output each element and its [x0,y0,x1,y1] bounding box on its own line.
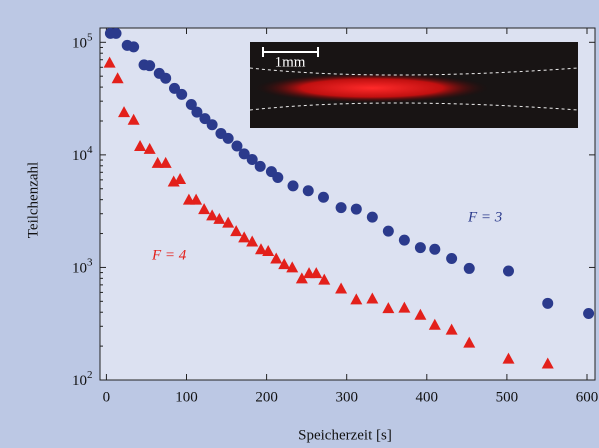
point [134,139,147,151]
y-tick-base: 10 [72,261,87,277]
point [222,132,234,144]
point [262,244,275,256]
point [231,140,243,152]
point [118,106,131,118]
y-axis-label: Teilchenzahl [25,162,41,238]
point [463,336,476,348]
point [583,307,595,319]
point [366,292,379,304]
point [103,56,116,68]
point [429,243,441,255]
point [318,273,331,285]
point [160,72,172,84]
x-tick-label: 500 [496,389,519,405]
point [317,191,329,203]
point [272,171,284,183]
point [238,231,251,243]
point [295,272,308,284]
inset-image: 1mm [249,42,579,128]
point [254,160,266,172]
x-tick-label: 400 [416,389,439,405]
y-tick-base: 10 [72,373,87,389]
y-tick-label: 103 [72,256,93,277]
x-tick-label: 0 [103,389,111,405]
point [398,234,410,246]
point [502,352,515,364]
y-tick-exponent: 2 [87,369,93,381]
point [199,113,211,125]
series-label: F = 3 [467,209,502,225]
y-tick-label: 102 [72,369,93,390]
point [335,202,347,214]
point [278,258,291,270]
point [110,27,122,39]
point [190,193,203,205]
point [398,301,411,313]
x-tick-label: 100 [175,389,198,405]
point [414,242,426,254]
point [310,267,323,279]
point [382,225,394,237]
point [174,173,187,185]
y-tick-exponent: 3 [87,256,93,268]
point [463,262,475,274]
point [144,60,156,72]
x-tick-label: 200 [255,389,278,405]
point [541,357,554,369]
series-label: F = 4 [151,247,187,263]
point [366,211,378,223]
point [127,113,140,125]
point [246,153,258,165]
point [159,156,172,168]
point [446,253,458,265]
point [287,180,299,192]
point [168,82,180,94]
point [185,99,197,111]
x-tick-label: 600 [576,389,599,405]
point [222,216,235,228]
point [382,302,395,314]
y-tick-base: 10 [72,36,87,52]
point [176,88,188,100]
point [428,318,441,330]
point [302,185,314,197]
point [206,119,218,131]
point [246,235,259,247]
point [143,142,156,154]
point [350,293,363,305]
point [286,261,299,273]
y-tick-label: 104 [72,143,93,164]
point [191,106,203,118]
point [230,225,243,237]
point [414,308,427,320]
point [198,203,211,215]
point [502,265,514,277]
y-tick-exponent: 5 [87,31,93,43]
point [238,148,250,160]
point [445,323,458,335]
point [213,212,226,224]
point [111,72,124,84]
x-axis-label: Speicherzeit [s] [298,427,392,443]
point [350,203,362,215]
point [128,41,140,53]
y-tick-exponent: 4 [87,143,93,155]
scale-label: 1mm [275,54,306,70]
point [206,209,219,221]
point [542,297,554,309]
x-tick-label: 300 [335,389,358,405]
point [151,156,164,168]
point [254,243,267,255]
y-tick-label: 105 [72,31,93,52]
point [270,252,283,264]
point [335,282,348,294]
y-tick-base: 10 [72,148,87,164]
